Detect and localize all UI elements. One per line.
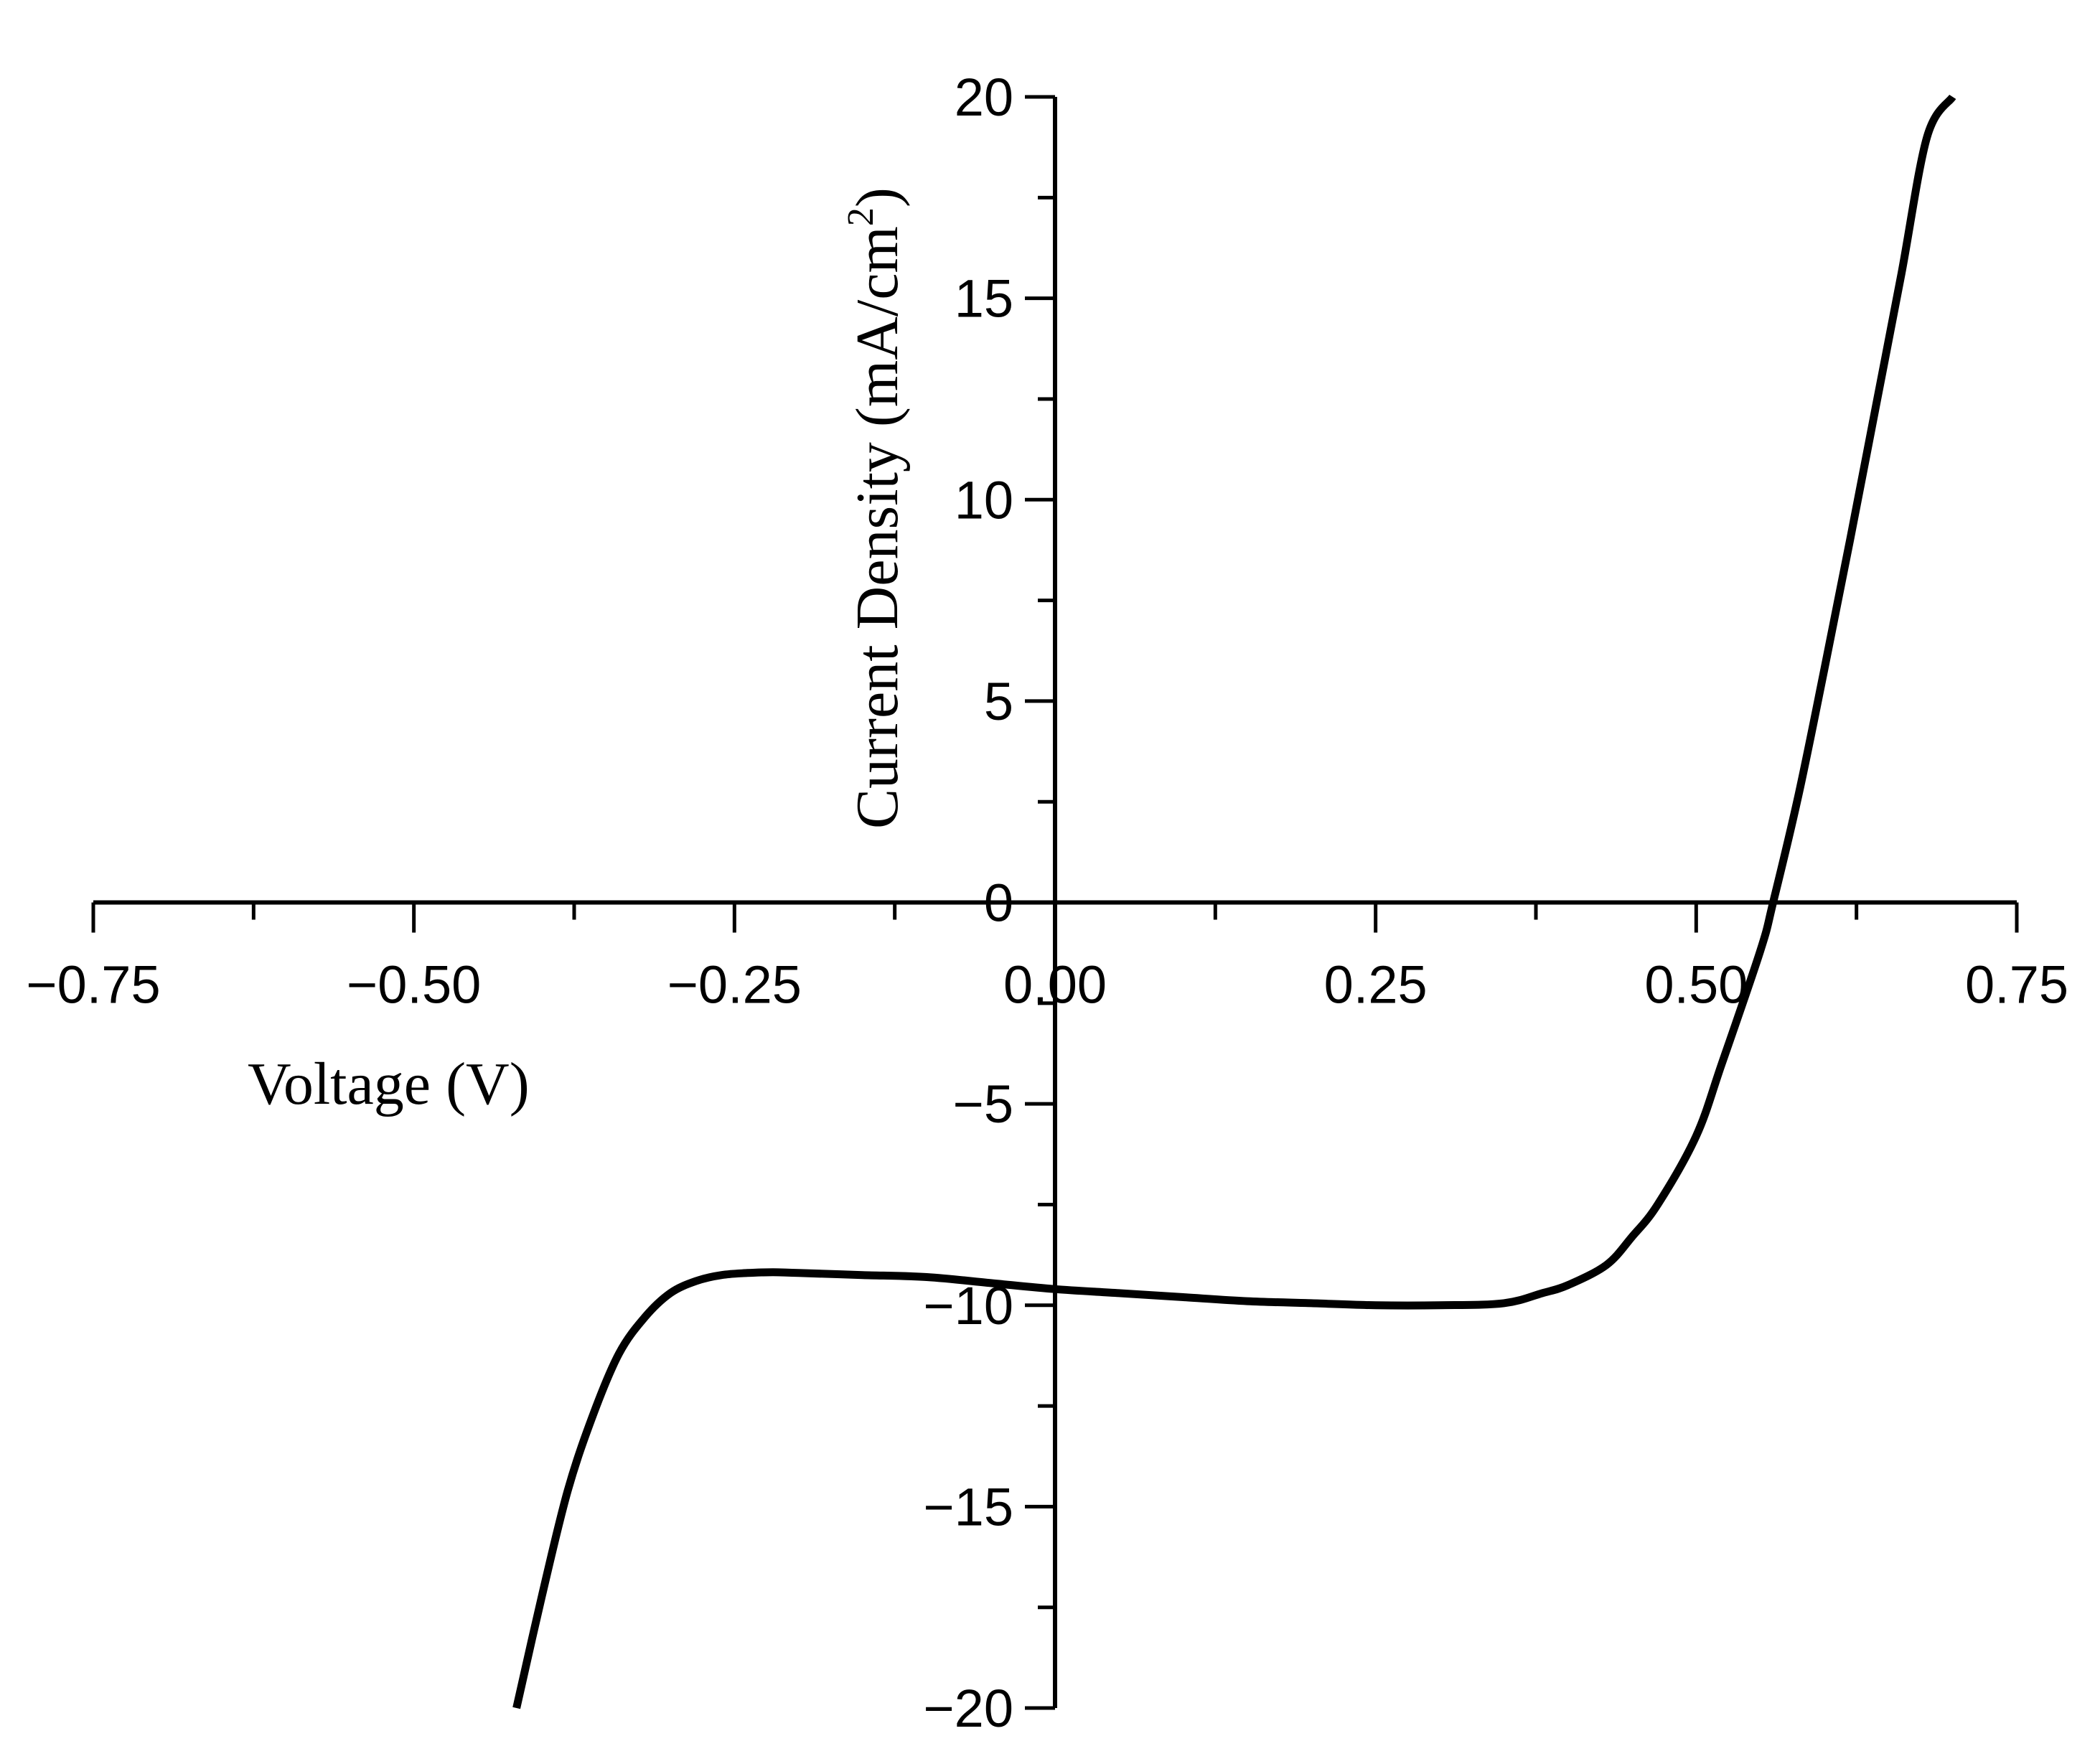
y-axis-title: Current Density (mA/cm2)	[840, 187, 911, 829]
x-tick-label: 0.00	[1003, 955, 1107, 1015]
x-axis-ticks: −0.75 −0.50 −0.25 0.00 0.25 0.50 0.75	[26, 902, 2068, 1015]
x-axis-title: Voltage (V)	[248, 1051, 530, 1117]
x-tick-label: 0.50	[1644, 955, 1748, 1015]
y-tick-label: −20	[923, 1679, 1013, 1738]
y-axis-title-superscript: 2	[840, 207, 881, 226]
y-tick-label: 5	[984, 672, 1013, 731]
y-axis-title-close: )	[844, 187, 911, 207]
x-tick-label: −0.75	[26, 955, 160, 1015]
x-tick-label: 0.25	[1324, 955, 1428, 1015]
y-tick-label: −15	[923, 1477, 1013, 1537]
iv-curve-line	[512, 94, 1956, 1709]
y-axis-title-main: Current Density (mA/cm	[844, 226, 911, 829]
y-tick-label: 10	[955, 470, 1013, 530]
y-tick-label: 0	[984, 873, 1013, 933]
y-tick-label: −5	[953, 1074, 1013, 1134]
x-tick-label: 0.75	[1965, 955, 2068, 1015]
x-tick-label: −0.50	[347, 955, 481, 1015]
y-tick-label: 20	[955, 67, 1013, 127]
y-tick-label: 15	[955, 269, 1013, 329]
x-tick-label: −0.25	[667, 955, 802, 1015]
